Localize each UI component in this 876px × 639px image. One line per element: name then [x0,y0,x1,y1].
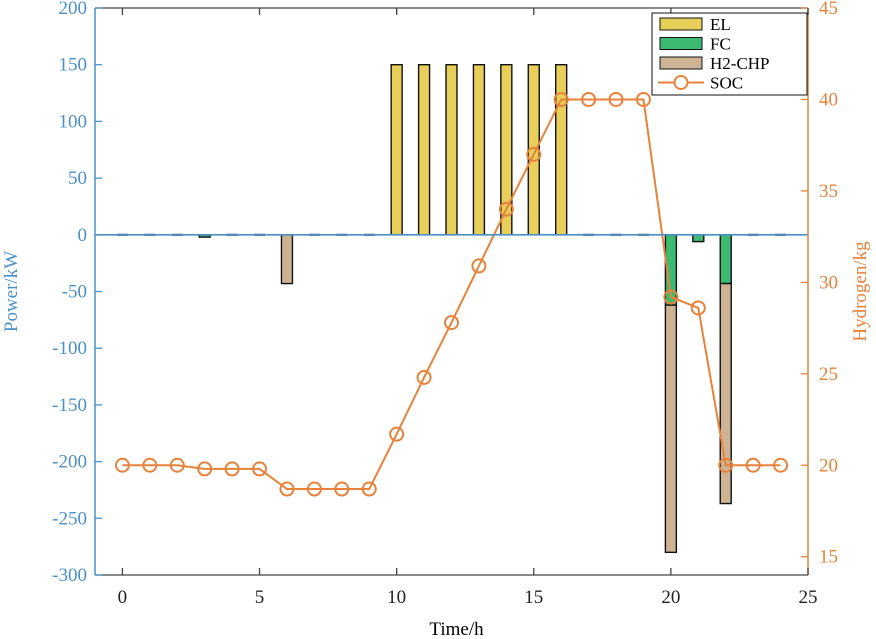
right-axis-title: Hydrogen/kg [850,241,871,342]
legend-swatch-fc [659,37,703,50]
left-tick-label: -150 [52,395,87,416]
soc-marker [279,481,295,497]
bars-group [116,63,787,554]
x-tick-label: 5 [255,587,265,608]
legend-swatch-soc-marker [673,75,689,90]
bar-fc [692,234,705,243]
left-tick-label: -50 [62,282,87,303]
soc-marker [114,457,130,473]
left-tick-label: -200 [52,452,87,473]
left-tick-label: -300 [52,565,87,586]
left-tick-label: 100 [59,111,88,132]
soc-marker [169,457,185,473]
bar-fc [719,234,732,285]
bar-el [445,63,458,236]
right-tick-label: 30 [819,272,838,293]
soc-marker [197,461,213,477]
left-tick-label: 150 [59,55,88,76]
right-tick-label: 45 [819,0,838,19]
soc-marker [581,91,597,107]
right-tick-label: 25 [819,364,838,385]
soc-line-group [114,91,789,497]
bar-el [555,63,568,236]
legend-label-fc: FC [710,35,731,54]
bar-el [390,63,403,236]
right-tick-label: 15 [819,547,838,568]
soc-marker [224,461,240,477]
soc-marker [361,481,377,497]
soc-marker [718,457,734,473]
soc-marker [142,457,158,473]
x-tick-label: 25 [799,587,818,608]
x-tick-label: 0 [118,587,128,608]
bar-h2-chp [719,282,732,505]
legend-swatch-h2-chp [659,56,703,70]
legend-label-h2-chp: H2-CHP [710,54,770,73]
soc-marker [389,426,405,442]
soc-marker [690,300,706,316]
x-axis-title: Time/h [429,619,484,639]
left-tick-label: 50 [68,168,87,189]
soc-marker [334,481,350,497]
left-tick-label: -100 [52,338,87,359]
bar-h2-chp [664,304,678,554]
soc-line [122,98,781,491]
soc-marker [635,91,651,107]
legend-label-el: EL [710,15,731,34]
soc-marker [526,146,542,162]
right-tick-label: 35 [819,181,838,202]
soc-marker [252,461,268,477]
legend-label-soc: SOC [710,74,743,93]
bar-h2-chp [280,234,294,285]
left-tick-label: 200 [59,0,88,19]
right-tick-label: 20 [819,455,838,476]
soc-marker [416,369,432,385]
soc-marker [663,289,679,305]
right-tick-label: 40 [819,89,838,110]
x-tick-label: 10 [387,587,406,608]
bar-el [417,63,431,236]
bar-el [472,63,486,236]
soc-marker [471,258,487,274]
x-tick-label: 20 [661,587,680,608]
left-axis-title: Power/kW [1,251,22,332]
soc-marker [773,457,789,473]
soc-marker [444,315,459,331]
left-tick-label: -250 [52,508,87,529]
soc-marker [553,91,569,107]
soc-marker [745,457,761,473]
soc-marker [608,91,624,107]
soc-marker [498,201,514,217]
left-tick-label: 0 [78,225,88,246]
soc-marker [306,481,322,497]
legend-swatch-el [659,17,703,31]
x-tick-label: 15 [524,587,543,608]
